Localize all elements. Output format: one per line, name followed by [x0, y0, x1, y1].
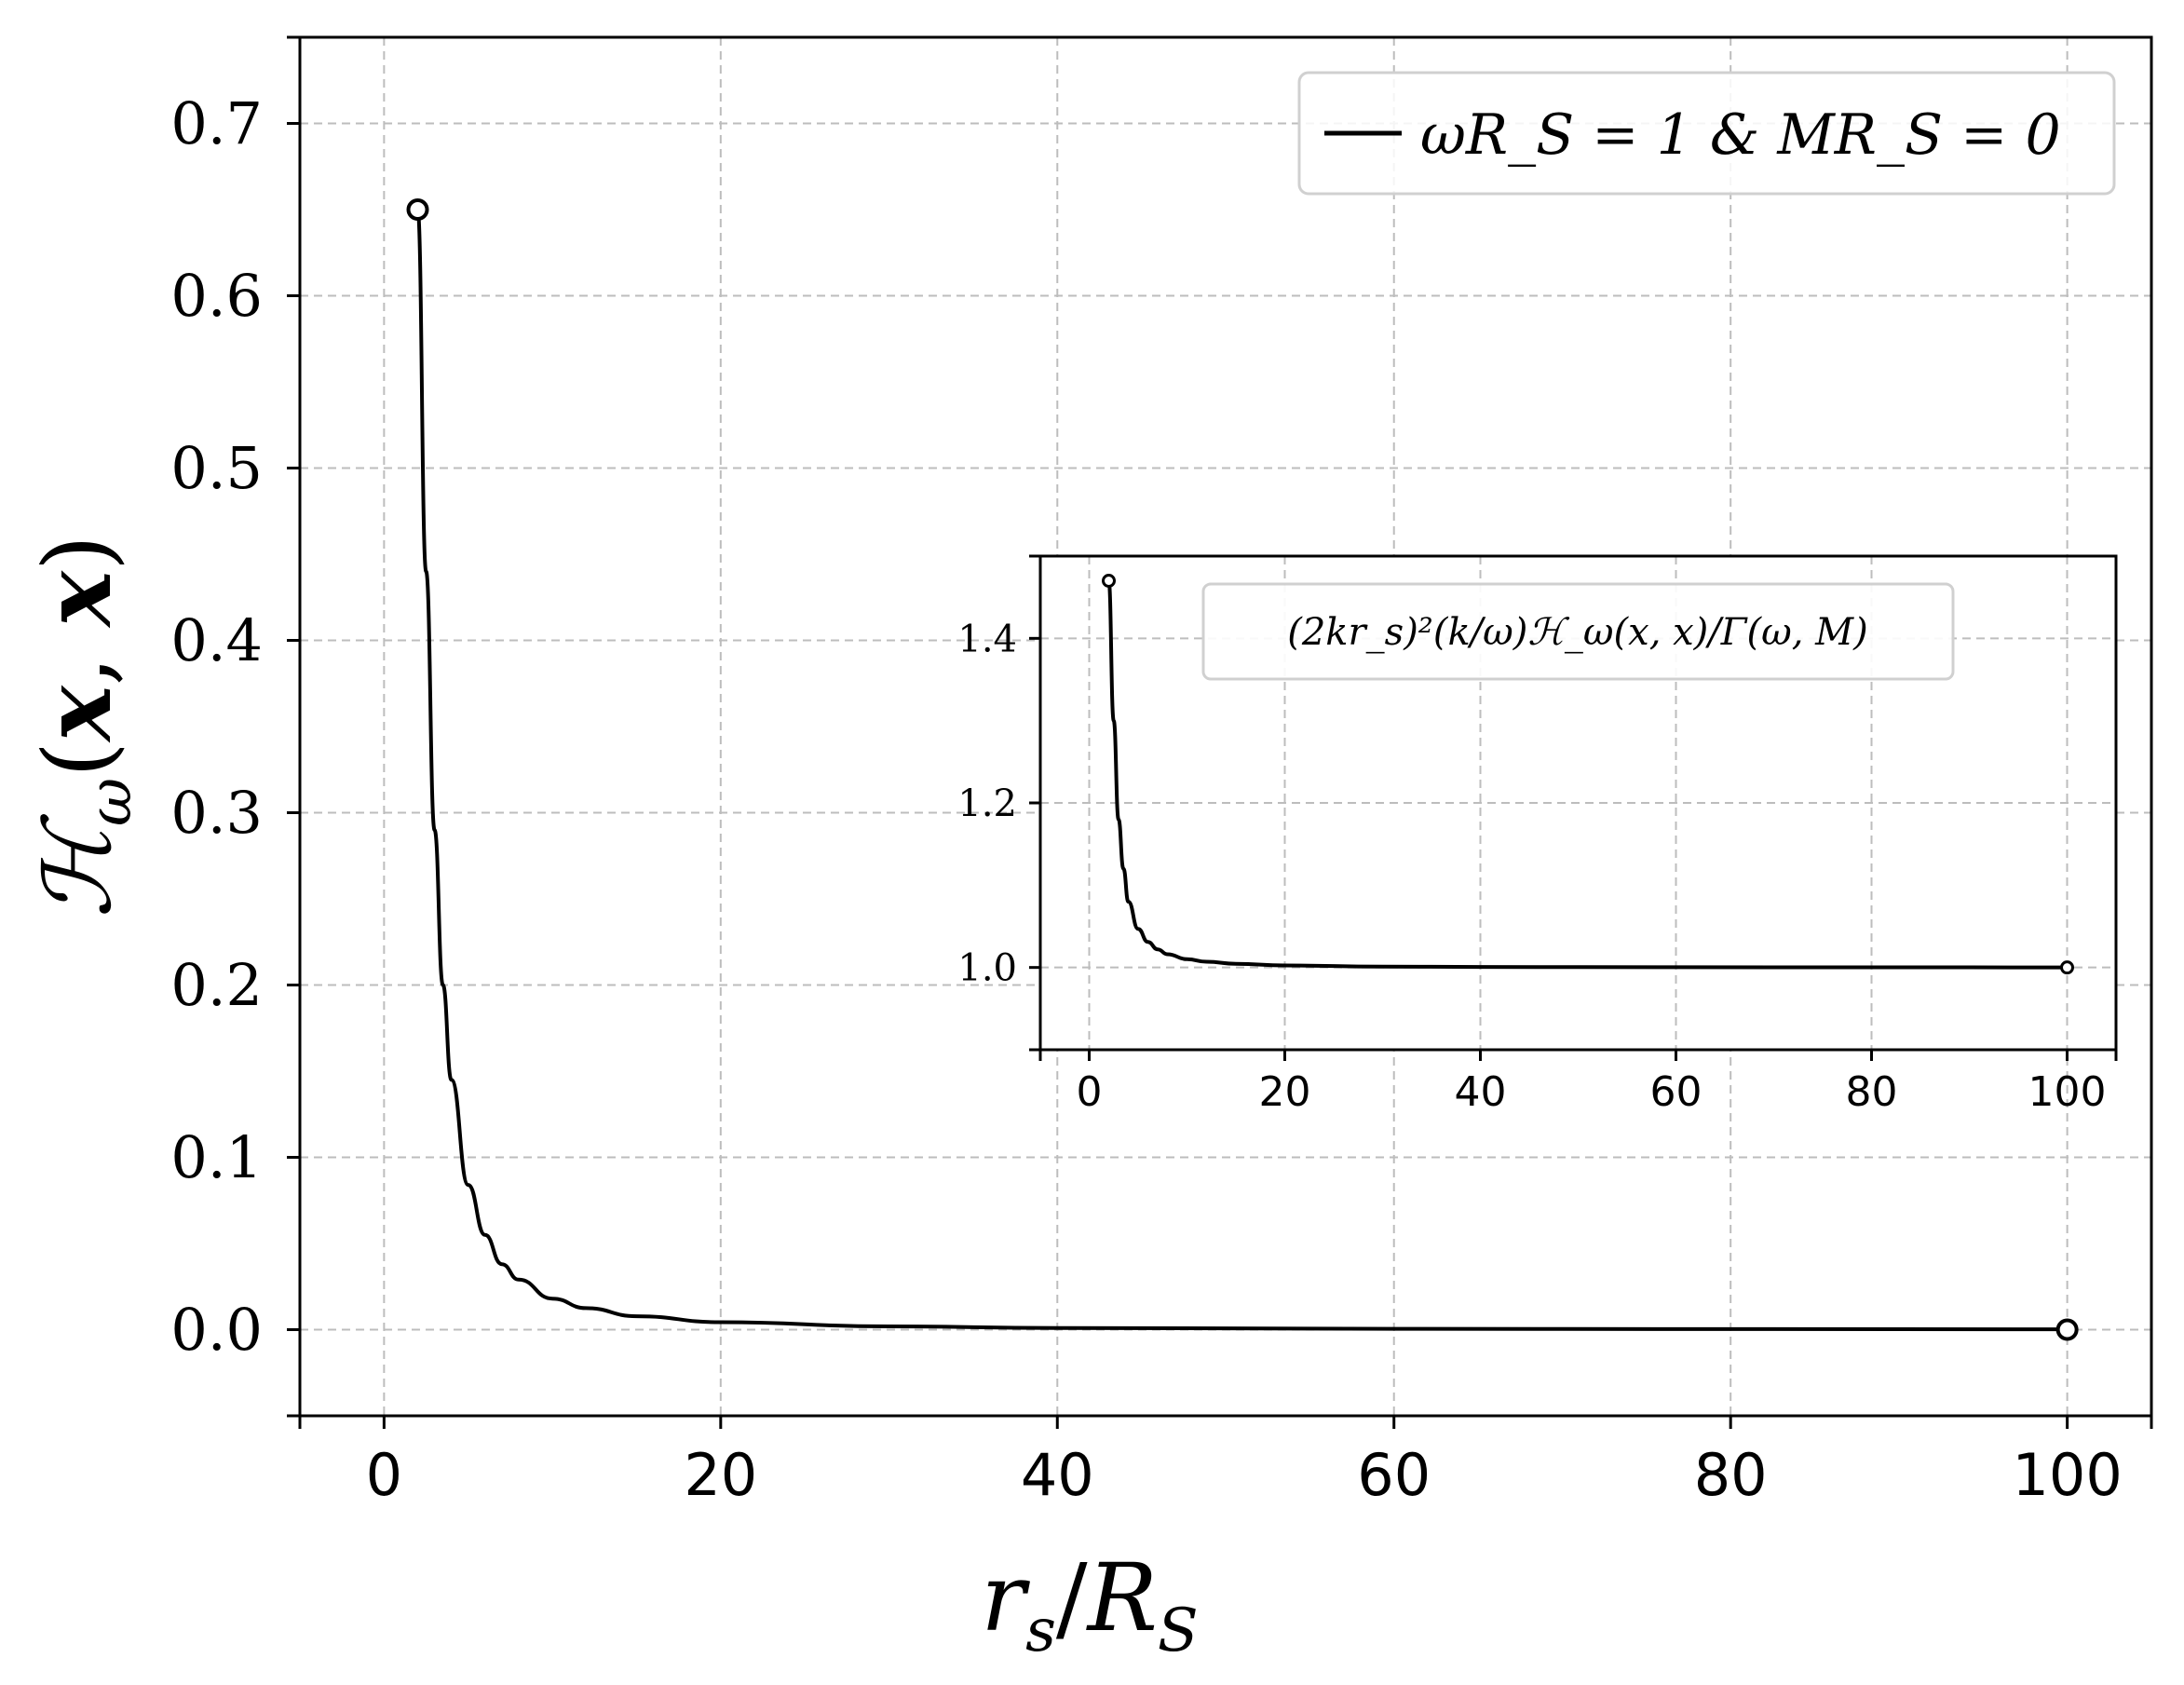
main-endpoint-marker: [2055, 1318, 2079, 1341]
inset-x-tick-label: 60: [1650, 1068, 1702, 1116]
inset-curve-layer: [1102, 574, 2074, 975]
main-y-tick-label: 0.5: [170, 434, 263, 502]
main-legend: ωR_S = 1 & MR_S = 0: [1297, 71, 2116, 196]
main-x-tick-label: 0: [366, 1441, 402, 1509]
svg-text:ℋω(x, x): ℋω(x, x): [22, 535, 145, 918]
main-y-tick-label: 0.7: [170, 89, 263, 157]
main-x-tick-label: 80: [1694, 1441, 1768, 1509]
main-y-tick-labels: 0.0 0.1 0.2 0.3 0.4 0.5 0.6 0.7: [170, 89, 263, 1364]
inset-x-tick-labels: 0 20 40 60 80 100: [1077, 1068, 2107, 1116]
inset-x-tick-label: 20: [1259, 1068, 1311, 1116]
main-x-tick-label: 100: [2012, 1441, 2122, 1509]
x-axis-label: rs/RS: [981, 1543, 1199, 1665]
inset-x-tick-label: 100: [2028, 1068, 2107, 1116]
inset-legend-box: [1201, 582, 1955, 681]
main-y-tick-label: 0.4: [170, 606, 263, 674]
main-x-tick-label: 60: [1357, 1441, 1431, 1509]
main-axes-frame: [298, 35, 2153, 1418]
inset-x-tick-label: 40: [1455, 1068, 1507, 1116]
y-axis-label: ℋω(x, x): [22, 535, 145, 918]
main-curve-layer: [406, 198, 2079, 1341]
main-y-tick-label: 0.2: [170, 951, 263, 1019]
main-endpoint-marker: [406, 198, 429, 221]
inset-x-tick-label: 0: [1077, 1068, 1103, 1116]
main-legend-box: [1297, 71, 2116, 196]
main-x-tick-label: 40: [1021, 1441, 1094, 1509]
main-y-tick-label: 0.6: [170, 262, 263, 330]
inset-legend-label: (2kr_s)²(k/ω)ℋ_ω(x, x)/Γ(ω, M): [1287, 611, 1867, 654]
svg-text:rs/RS: rs/RS: [981, 1543, 1199, 1665]
main-y-tick-label: 0.3: [170, 779, 263, 847]
inset-y-tick-label: 1.2: [957, 782, 1017, 825]
inset-ticks: [1029, 554, 2118, 1061]
inset-series-line: [1106, 578, 2068, 970]
main-y-tick-label: 0.0: [170, 1296, 263, 1364]
inset-y-tick-label: 1.0: [957, 947, 1017, 990]
inset-endpoint-marker: [2060, 960, 2074, 975]
main-series-line: [415, 208, 2068, 1332]
inset-y-tick-label: 1.4: [957, 618, 1017, 660]
main-x-tick-label: 20: [684, 1441, 757, 1509]
inset-y-tick-labels: 1.0 1.2 1.4: [957, 618, 1017, 989]
inset-legend: (2kr_s)²(k/ω)ℋ_ω(x, x)/Γ(ω, M): [1201, 582, 1955, 681]
main-y-tick-label: 0.1: [170, 1123, 263, 1191]
inset-x-tick-label: 80: [1846, 1068, 1898, 1116]
main-x-tick-labels: 0 20 40 60 80 100: [366, 1441, 2123, 1509]
main-legend-label: ωR_S = 1 & MR_S = 0: [1420, 102, 2061, 168]
inset-endpoint-marker: [1102, 574, 1116, 588]
main-ticks: [287, 35, 2153, 1429]
